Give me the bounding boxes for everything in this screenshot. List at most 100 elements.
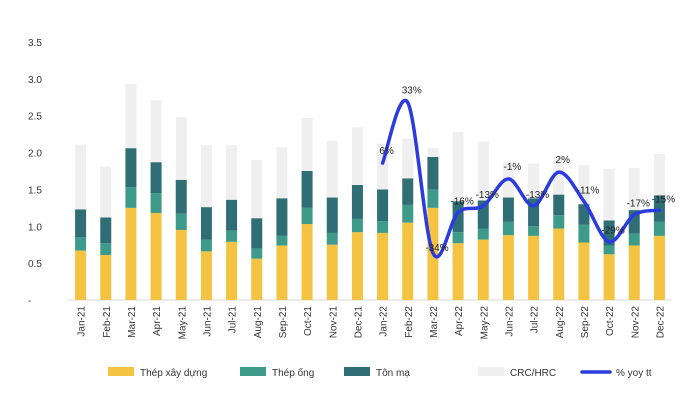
bar-segment-1 xyxy=(175,229,187,300)
y-tick-label: 2.5 xyxy=(28,112,42,123)
bar-segment-1 xyxy=(528,235,540,300)
bar-segment-4 xyxy=(402,138,414,179)
legend-label: % yoy tt xyxy=(616,368,652,379)
bar-segment-4 xyxy=(301,117,313,171)
x-tick-label: Mar-22 xyxy=(429,306,440,338)
bar-segment-2 xyxy=(377,221,389,233)
bar-segment-4 xyxy=(628,168,640,211)
bar-segment-3 xyxy=(427,156,439,190)
bar-segment-3 xyxy=(150,162,162,194)
bar-segment-3 xyxy=(502,197,514,222)
x-tick-label: Jul-21 xyxy=(228,306,239,334)
bar-segment-3 xyxy=(100,217,112,244)
bar-segment-3 xyxy=(528,198,540,227)
bar-segment-2 xyxy=(528,226,540,236)
bar-segment-3 xyxy=(200,207,212,240)
legend-label: CRC/HRC xyxy=(510,368,556,379)
bar-segment-2 xyxy=(351,218,363,233)
yoy-line xyxy=(380,98,662,259)
bar-segment-3 xyxy=(251,218,263,249)
bar-segment-4 xyxy=(200,145,212,208)
bar-segment-1 xyxy=(351,232,363,300)
yoy-data-label: 2% xyxy=(556,155,571,166)
bar-segment-2 xyxy=(175,213,187,230)
x-tick-label: Aug-22 xyxy=(555,306,566,339)
bar-segment-4 xyxy=(452,131,464,202)
legend: Thép xây dựng Thép ống Tôn mạ CRC/HRC % yoy … xyxy=(108,367,652,379)
bar-segment-4 xyxy=(276,147,288,199)
bar-segment-3 xyxy=(477,200,489,229)
legend-swatch xyxy=(478,367,504,376)
yoy-data-label: -34% xyxy=(425,243,448,254)
bar-segment-4 xyxy=(125,84,137,149)
bar-segment-3 xyxy=(377,189,389,222)
bar-segment-3 xyxy=(628,210,640,234)
bar-segment-1 xyxy=(226,241,238,300)
yoy-data-label: 33% xyxy=(402,86,422,97)
bar-segment-1 xyxy=(653,235,665,300)
bar-segment-2 xyxy=(226,230,238,242)
bar-segment-2 xyxy=(603,245,615,255)
bar-segment-1 xyxy=(377,232,389,300)
bar-segment-1 xyxy=(150,213,162,300)
bar-segment-4 xyxy=(528,163,540,199)
bar-segment-1 xyxy=(251,258,263,300)
bar-segment-3 xyxy=(578,204,590,225)
bar-segment-4 xyxy=(150,100,162,163)
bar-segment-4 xyxy=(603,168,615,221)
bar-segment-2 xyxy=(251,248,263,259)
bar-segment-1 xyxy=(75,250,87,300)
y-tick-label: 2.0 xyxy=(28,149,42,160)
bar-segment-4 xyxy=(75,144,87,210)
bar-segment-2 xyxy=(578,224,590,243)
bar-segment-3 xyxy=(125,148,137,188)
bar-segment-2 xyxy=(276,235,288,246)
bar-segment-1 xyxy=(553,228,565,300)
legend-label: Thép ống xyxy=(272,367,314,379)
bar-segment-2 xyxy=(477,228,489,240)
bar-segment-4 xyxy=(653,154,665,196)
x-tick-label: Sep-21 xyxy=(278,306,289,339)
bar-segment-4 xyxy=(100,166,112,218)
x-tick-label: Sep-22 xyxy=(580,306,591,339)
bar-segment-1 xyxy=(477,239,489,300)
yoy-data-label: -1% xyxy=(504,162,522,173)
bar-segment-3 xyxy=(276,198,288,236)
bar-segment-4 xyxy=(351,127,363,186)
bar-segment-4 xyxy=(226,145,238,200)
bar-segment-1 xyxy=(402,222,414,300)
bar-segment-2 xyxy=(100,243,112,256)
bar-segment-1 xyxy=(603,254,615,300)
bar-segment-1 xyxy=(452,243,464,300)
bar-segment-3 xyxy=(226,199,238,231)
bar-segment-4 xyxy=(326,140,338,198)
x-tick-label: Oct-22 xyxy=(605,306,616,336)
labels-layer: 6%33%-34%-16%-13%-1%-13%2%-11%-29%-17% -1… xyxy=(379,86,675,254)
x-tick-label: Apr-22 xyxy=(454,306,465,336)
bar-segment-1 xyxy=(301,224,313,300)
bar-segment-2 xyxy=(326,232,338,245)
x-tick-label: Nov-22 xyxy=(630,306,641,339)
line-layer xyxy=(380,98,662,259)
yoy-data-label: -13% xyxy=(526,190,549,201)
bar-segment-3 xyxy=(452,201,464,233)
legend-label: Tôn mạ xyxy=(376,368,410,379)
x-tick-label: May-21 xyxy=(177,306,188,340)
bar-segment-4 xyxy=(427,148,439,157)
legend-swatch xyxy=(108,367,134,376)
yoy-data-label: -29% xyxy=(601,226,624,237)
bar-segment-3 xyxy=(402,178,414,205)
y-tick-label: 3.0 xyxy=(28,75,42,86)
y-tick-label: 0.5 xyxy=(28,259,42,270)
legend-label: Thép xây dựng xyxy=(140,368,207,379)
bar-segment-3 xyxy=(603,220,615,246)
yoy-data-label: -13% xyxy=(476,190,499,201)
y-tick-label: 1.5 xyxy=(28,185,42,196)
bar-segment-4 xyxy=(251,159,263,219)
x-tick-label: Apr-21 xyxy=(152,306,163,336)
bar-segment-1 xyxy=(125,207,137,300)
yoy-data-label: 6% xyxy=(379,146,394,157)
bar-segment-1 xyxy=(100,255,112,300)
bar-segment-1 xyxy=(276,245,288,300)
